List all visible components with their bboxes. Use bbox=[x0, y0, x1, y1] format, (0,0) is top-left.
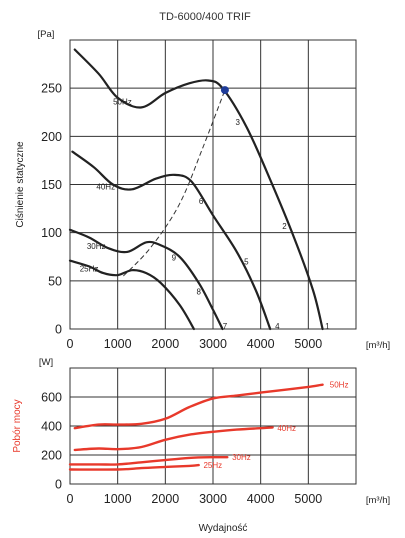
power-series-25hz bbox=[68, 463, 200, 471]
pressure-y-tick-label: 100 bbox=[41, 226, 62, 240]
operating-line-number: 5 bbox=[244, 258, 249, 267]
pressure-series-30hz bbox=[68, 228, 224, 331]
pressure-y-tick-label: 150 bbox=[41, 178, 62, 192]
power-curve-label: 30Hz bbox=[232, 453, 251, 462]
power-series-30hz bbox=[68, 455, 229, 466]
operating-line-number: 1 bbox=[325, 322, 330, 331]
power-x-tick-label: 4000 bbox=[247, 492, 275, 506]
chart-title: TD-6000/400 TRIF bbox=[159, 11, 251, 23]
pressure-series-25hz bbox=[68, 259, 195, 331]
power-y-tick-label: 600 bbox=[41, 391, 62, 405]
pressure-curve-label: 40Hz bbox=[96, 182, 115, 191]
power-y-tick-label: 200 bbox=[41, 449, 62, 463]
pressure-x-tick-label: 3000 bbox=[199, 337, 227, 351]
pressure-chart: 0 1000 2000 3000 4000 5000 0 50 100 150 200 250 [Pa]… bbox=[15, 29, 390, 351]
power-x-tick-label: 3000 bbox=[199, 492, 227, 506]
power-y-tick-label: 400 bbox=[41, 420, 62, 434]
operating-line-number: 6 bbox=[199, 197, 204, 206]
power-x-tick-label: 2000 bbox=[151, 492, 179, 506]
power-x-axis-label: Wydajność bbox=[199, 523, 248, 534]
operating-line-number: 7 bbox=[223, 322, 228, 331]
pressure-series-50hz bbox=[73, 48, 324, 331]
operating-line-number: 8 bbox=[196, 287, 201, 296]
pressure-x-tick-label: 5000 bbox=[294, 337, 322, 351]
pressure-y-unit: [Pa] bbox=[38, 29, 55, 40]
power-series-50hz bbox=[73, 383, 324, 430]
power-series-40hz bbox=[73, 426, 274, 452]
operating-line-number: 3 bbox=[236, 118, 241, 127]
pressure-y-tick-label: 0 bbox=[55, 323, 62, 337]
pressure-y-tick-label: 200 bbox=[41, 130, 62, 144]
power-x-tick-label: 5000 bbox=[294, 492, 322, 506]
pressure-x-tick-label: 1000 bbox=[104, 337, 132, 351]
pressure-y-axis-label: Ciśnienie statyczne bbox=[15, 141, 26, 228]
pressure-x-tick-label: 0 bbox=[67, 337, 74, 351]
power-curve-label: 40Hz bbox=[277, 424, 296, 433]
pressure-x-tick-label: 4000 bbox=[247, 337, 275, 351]
pressure-curve-label: 25Hz bbox=[80, 264, 99, 273]
pressure-curve-label: 30Hz bbox=[87, 242, 106, 251]
power-chart: 0 1000 2000 3000 4000 5000 0 200 400 600 [W] [m³/h]… bbox=[12, 357, 390, 534]
operating-line-number: 4 bbox=[275, 322, 280, 331]
system-curve-line bbox=[123, 89, 226, 277]
power-x-unit: [m³/h] bbox=[366, 495, 390, 506]
pressure-series-40hz bbox=[71, 150, 272, 331]
power-y-unit: [W] bbox=[39, 357, 53, 368]
power-x-tick-label: 1000 bbox=[104, 492, 132, 506]
pressure-y-tick-label: 50 bbox=[48, 274, 62, 288]
power-curve-label: 25Hz bbox=[203, 461, 222, 470]
pressure-y-tick-label: 250 bbox=[41, 82, 62, 96]
power-y-axis-label: Pobór mocy bbox=[12, 399, 23, 452]
pressure-x-unit: [m³/h] bbox=[366, 340, 390, 351]
power-curve-label: 50Hz bbox=[330, 381, 349, 390]
operating-point-marker bbox=[220, 86, 229, 95]
operating-line-number: 2 bbox=[282, 222, 287, 231]
pressure-x-tick-label: 2000 bbox=[151, 337, 179, 351]
pressure-curve-label: 50Hz bbox=[113, 98, 132, 107]
power-x-tick-label: 0 bbox=[67, 492, 74, 506]
power-y-tick-label: 0 bbox=[55, 478, 62, 492]
operating-line-number: 9 bbox=[172, 254, 177, 263]
